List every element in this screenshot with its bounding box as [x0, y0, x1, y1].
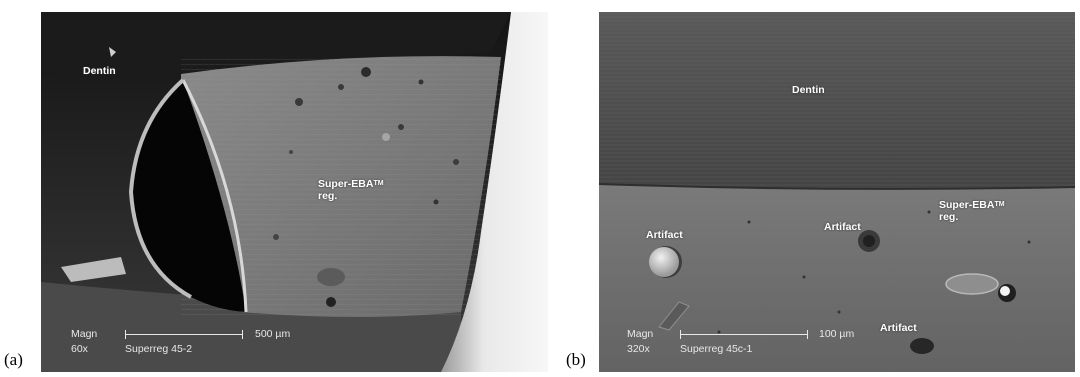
- dentin-label-b: Dentin: [792, 84, 825, 96]
- sample-id-b: Superreg 45c-1: [680, 343, 753, 355]
- artifact-label-2: Artifact: [824, 221, 861, 233]
- material-tm-a: TM: [373, 180, 384, 187]
- material-name-a: Super-EBA: [318, 178, 374, 190]
- magn-label-b: Magn: [627, 328, 654, 340]
- material-tm-b: TM: [994, 201, 1005, 208]
- scale-bar-b: [680, 330, 808, 339]
- material-label-b: Super-EBATM reg.: [939, 199, 1005, 223]
- panel-a-letter: (a): [4, 350, 23, 369]
- sample-id-a: Superreg 45-2: [125, 343, 193, 355]
- magn-label-a: Magn: [71, 328, 98, 340]
- magnification-a: 60x: [71, 343, 88, 355]
- micrograph-a-image: [41, 12, 548, 372]
- artifact-label-1: Artifact: [646, 229, 683, 241]
- magnification-b: 320x: [627, 343, 650, 355]
- material-name-b: Super-EBA: [939, 199, 995, 211]
- panel-b-letter: (b): [566, 350, 586, 369]
- dentin-label-a: Dentin: [83, 65, 116, 77]
- scale-bar-a: [125, 330, 243, 339]
- scale-length-a: 500 µm: [255, 328, 291, 340]
- scale-length-b: 100 µm: [819, 328, 855, 340]
- material-reg-a: reg.: [318, 190, 338, 202]
- artifact-label-3: Artifact: [880, 322, 917, 334]
- micrograph-b-image: [599, 12, 1075, 372]
- micrograph-a: Dentin Super-EBATM reg. Magn 60x 500 µm S…: [41, 12, 548, 372]
- material-label-a: Super-EBATM reg.: [318, 178, 384, 202]
- material-reg-b: reg.: [939, 211, 959, 223]
- micrograph-b: Dentin Super-EBATM reg. Artifact Artifact…: [599, 12, 1075, 372]
